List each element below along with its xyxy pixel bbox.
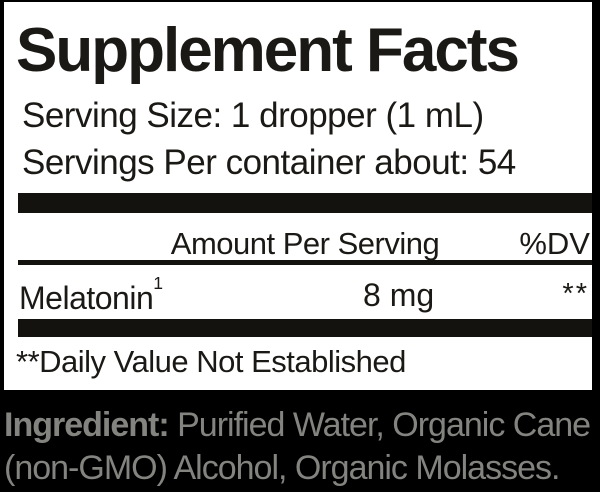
- nutrient-dv-value: **: [562, 278, 589, 310]
- servings-per-container-line: Servings Per container about: 54: [22, 143, 516, 182]
- serving-size-line: Serving Size: 1 dropper (1 mL): [22, 96, 484, 135]
- nutrient-amount: 8 mg: [363, 277, 435, 313]
- table-header-row: Amount Per Serving %DV: [18, 226, 592, 261]
- supplement-facts-title: Supplement Facts: [16, 16, 520, 85]
- daily-value-footnote: **Daily Value Not Established: [16, 344, 406, 379]
- nutrient-name: Melatonin1: [19, 274, 163, 316]
- supplement-facts-panel: Supplement Facts Serving Size: 1 dropper…: [4, 2, 592, 390]
- amount-per-serving-header: Amount Per Serving: [170, 226, 440, 261]
- ingredients-section: Ingredient: Purified Water, Organic Cane…: [4, 404, 598, 490]
- ingredients-line1-text: Purified Water, Organic Cane: [168, 406, 591, 444]
- table-row: Melatonin1 8 mg **: [18, 274, 592, 316]
- header-underline-rule: [18, 260, 592, 265]
- table-bottom-bar: [18, 319, 592, 337]
- ingredients-line2-text: (non-GMO) Alcohol, Organic Molasses.: [4, 449, 560, 487]
- header-separator-bar: [18, 193, 592, 213]
- nutrient-name-text: Melatonin: [19, 280, 154, 316]
- percent-dv-header: %DV: [519, 226, 590, 261]
- ingredients-label: Ingredient:: [4, 406, 170, 444]
- nutrient-footnote-marker: 1: [153, 272, 163, 293]
